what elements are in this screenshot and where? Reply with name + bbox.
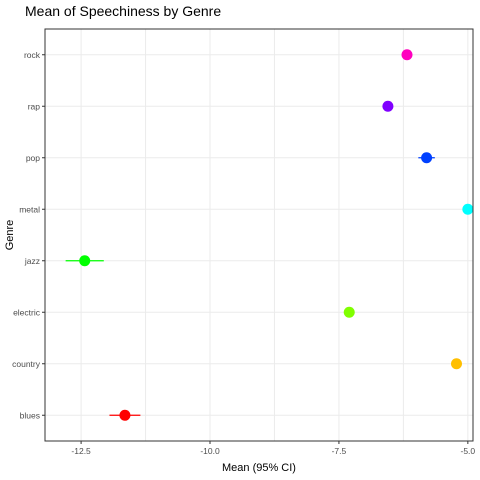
chart-title: Mean of Speechiness by Genre	[25, 3, 221, 19]
panel-border	[44, 28, 474, 442]
x-axis-title: Mean (95% CI)	[222, 462, 296, 474]
point-blues	[119, 409, 131, 421]
point-electric	[343, 306, 355, 318]
y-tick-label-rock: rock	[24, 50, 41, 60]
point-jazz	[79, 255, 91, 267]
y-tick-label-country: country	[12, 359, 41, 369]
data-layer	[65, 49, 474, 421]
y-tick-label-metal: metal	[19, 204, 40, 214]
point-rap	[382, 100, 394, 112]
y-tick-label-jazz: jazz	[24, 256, 40, 266]
x-tick-label: -7.5	[332, 446, 347, 456]
x-tick-label: -10.0	[200, 446, 220, 456]
grid-layer	[45, 29, 473, 441]
x-tick-label: -12.5	[71, 446, 91, 456]
point-country	[450, 358, 462, 370]
y-tick-label-blues: blues	[20, 410, 40, 420]
y-tick-label-pop: pop	[26, 153, 40, 163]
point-rock	[401, 49, 413, 61]
axis-layer: -12.5 -10.0 -7.5 -5.0 blues country electric ja…	[12, 50, 475, 456]
y-tick-label-electric: electric	[13, 307, 41, 317]
x-tick-label: -5.0	[461, 446, 476, 456]
point-metal	[462, 203, 474, 215]
y-tick-label-rap: rap	[28, 101, 41, 111]
point-pop	[421, 152, 433, 164]
y-axis-title: Genre	[4, 220, 16, 251]
